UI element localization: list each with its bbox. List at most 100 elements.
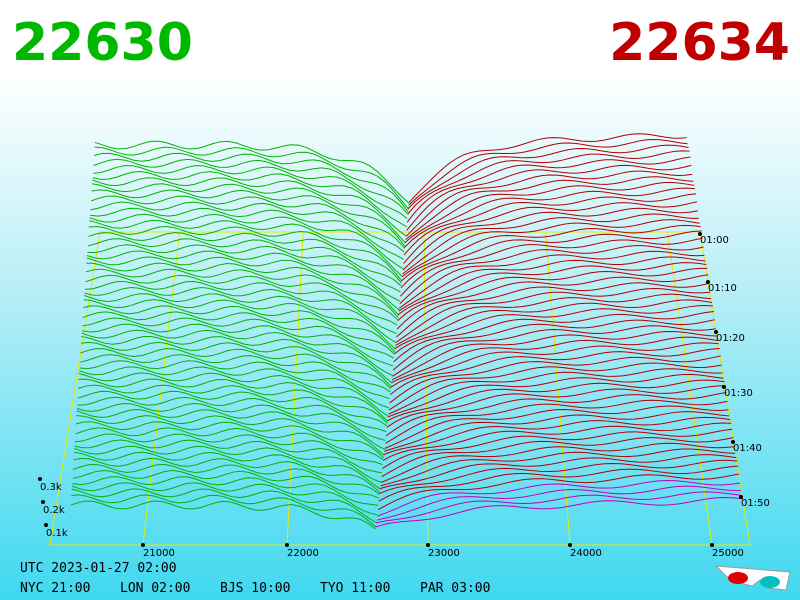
- ask-line: [403, 201, 698, 264]
- ask-price: 22634: [609, 13, 790, 73]
- bid-line: [94, 146, 410, 210]
- ask-line: [400, 237, 703, 297]
- ask-line: [385, 399, 728, 444]
- grid-line: [286, 231, 304, 546]
- x-tick-label: 24000: [570, 548, 602, 559]
- bid-line: [73, 451, 381, 490]
- bid-line: [77, 384, 388, 424]
- ask-line: [381, 442, 735, 483]
- tick-dot: [41, 500, 45, 504]
- ask-line: [392, 325, 716, 377]
- depth-label: 0.3k: [40, 482, 62, 493]
- bid-price: 22630: [12, 13, 193, 73]
- bid-line: [82, 311, 395, 355]
- bid-line: [77, 396, 387, 432]
- bid-line: [74, 439, 382, 474]
- depth-lines: [70, 133, 744, 530]
- bid-line: [71, 488, 378, 524]
- ask-line: [407, 144, 689, 209]
- zone-time: PAR 03:00: [420, 581, 490, 596]
- tick-dot: [714, 330, 718, 334]
- ask-line: [379, 459, 738, 495]
- ask-line: [387, 379, 725, 422]
- bid-line: [73, 464, 380, 495]
- ask-line: [406, 156, 691, 223]
- ask-line: [393, 311, 714, 363]
- x-tick-label: 21000: [143, 548, 175, 559]
- bid-line: [91, 189, 406, 247]
- labels: 21000 22000 23000 24000 25000 01:00 01:10 01:20…: [20, 232, 770, 596]
- x-tick-label: 23000: [428, 548, 460, 559]
- x-tick-label: 22000: [287, 548, 319, 559]
- ask-line: [389, 348, 720, 395]
- x-tick-label: 25000: [712, 548, 744, 559]
- ask-line: [404, 181, 695, 243]
- ask-line: [394, 299, 713, 349]
- time-label: 01:30: [724, 388, 753, 399]
- ask-line: [399, 250, 705, 309]
- ask-line: [376, 485, 742, 521]
- ask-line: [406, 164, 692, 231]
- time-label: 01:40: [733, 443, 762, 454]
- tick-dot: [739, 495, 743, 499]
- bid-line: [90, 207, 404, 260]
- ask-line: [395, 293, 712, 346]
- bid-line: [83, 299, 396, 350]
- ask-line: [397, 262, 707, 316]
- grid-line: [666, 231, 713, 546]
- ask-line: [379, 454, 737, 490]
- bid-line: [92, 177, 407, 237]
- ask-line: [395, 287, 711, 343]
- bid-line: [77, 390, 387, 427]
- ask-line: [389, 355, 721, 404]
- bid-line: [79, 360, 390, 400]
- ask-line: [403, 193, 697, 256]
- zone-time: LON 02:00: [120, 581, 190, 596]
- ask-line: [376, 491, 743, 524]
- ask-line: [391, 330, 717, 381]
- depth-label: 0.1k: [46, 528, 68, 539]
- ask-line: [377, 473, 740, 511]
- bid-line: [85, 268, 399, 318]
- bid-line: [73, 457, 381, 493]
- bid-line: [70, 500, 376, 530]
- bid-line: [85, 274, 398, 321]
- bid-line: [80, 348, 392, 389]
- bid-line: [89, 219, 403, 278]
- ask-line: [391, 336, 718, 384]
- grid-line: [142, 231, 181, 546]
- ask-line: [400, 230, 702, 289]
- tick-dot: [722, 385, 726, 389]
- ask-line: [398, 256, 706, 312]
- bid-line: [88, 232, 402, 284]
- ask-line: [396, 282, 710, 338]
- zone-time: NYC 21:00: [20, 581, 90, 596]
- ask-line: [384, 405, 729, 449]
- ask-line: [384, 411, 730, 452]
- utc-time: UTC 2023-01-27 02:00: [20, 561, 177, 576]
- ask-line: [399, 245, 704, 305]
- bid-line: [82, 317, 394, 359]
- bid-line: [87, 244, 401, 293]
- ask-line: [386, 385, 726, 428]
- bid-line: [75, 421, 385, 459]
- bid-line: [93, 165, 408, 219]
- bid-line: [75, 433, 383, 466]
- ask-line: [375, 497, 744, 528]
- ask-line: [401, 224, 701, 282]
- time-label: 01:50: [741, 498, 770, 509]
- bid-line: [86, 256, 400, 311]
- bid-line: [79, 366, 390, 409]
- bid-line: [88, 225, 403, 282]
- ask-line: [396, 274, 709, 330]
- ask-line: [402, 213, 699, 275]
- bid-line: [90, 195, 405, 249]
- tick-dot: [706, 280, 710, 284]
- ask-line: [402, 207, 698, 271]
- glasses-icon: [714, 565, 791, 591]
- bid-line: [81, 335, 393, 384]
- ask-line: [401, 219, 700, 278]
- ask-line: [407, 150, 690, 215]
- bid-line: [83, 305, 396, 353]
